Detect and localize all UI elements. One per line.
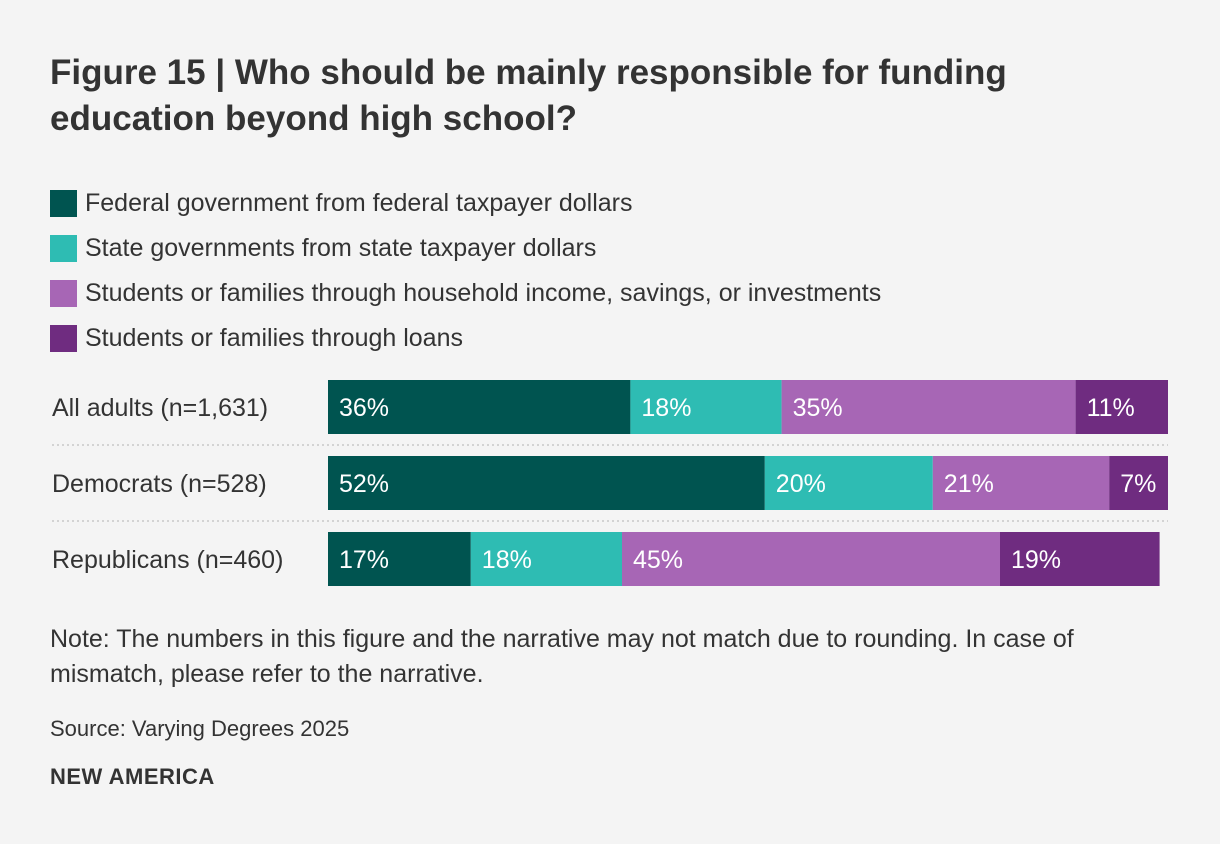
legend: Federal government from federal taxpayer… — [50, 181, 881, 361]
data-label-all-adults-0: 36% — [339, 394, 389, 422]
note-text: Note: The numbers in this figure and the… — [50, 625, 1074, 688]
legend-swatch-state — [50, 235, 77, 262]
data-label-democrats-2: 21% — [944, 470, 994, 498]
bar-segment-democrats-0 — [328, 456, 765, 510]
bar-segment-all-adults-2 — [781, 380, 1076, 434]
data-label-all-adults-3: 11% — [1087, 394, 1135, 422]
bar-segment-democrats-1 — [764, 456, 933, 510]
bar-segment-democrats-3 — [1109, 456, 1168, 510]
legend-label-federal: Federal government from federal taxpayer… — [85, 189, 633, 217]
category-label-democrats: Democrats (n=528) — [52, 470, 267, 498]
bar-segment-republicans-2 — [622, 532, 1000, 586]
data-label-democrats-3: 7% — [1120, 470, 1156, 498]
bar-segment-democrats-2 — [932, 456, 1110, 510]
legend-swatch-loans — [50, 325, 77, 352]
category-label-republicans: Republicans (n=460) — [52, 546, 283, 574]
data-label-all-adults-1: 18% — [641, 394, 691, 422]
stacked-bar-chart: All adults (n=1,631) 36% 18% 35% 11% Democrat… — [52, 380, 1168, 586]
source-text: Source: Varying Degrees 2025 — [50, 716, 350, 741]
bar-segment-republicans-3 — [1000, 532, 1160, 586]
category-label-all-adults: All adults (n=1,631) — [52, 394, 268, 422]
bar-segment-republicans-0 — [328, 532, 471, 586]
data-label-democrats-0: 52% — [339, 470, 389, 498]
data-label-republicans-2: 45% — [633, 546, 683, 574]
brand-logo-text: NEW AMERICA — [50, 764, 215, 789]
data-label-republicans-0: 17% — [339, 546, 389, 574]
legend-item-federal: Federal government from federal taxpayer… — [50, 181, 881, 226]
legend-label-state: State governments from state taxpayer do… — [85, 234, 597, 262]
chart-title: Figure 15 | Who should be mainly respons… — [50, 53, 1007, 138]
data-label-all-adults-2: 35% — [793, 394, 843, 422]
data-label-republicans-3: 19% — [1011, 546, 1061, 574]
legend-item-state: State governments from state taxpayer do… — [50, 226, 881, 271]
legend-label-household: Students or families through household i… — [85, 279, 882, 307]
data-label-democrats-1: 20% — [776, 470, 826, 498]
legend-swatch-household — [50, 280, 77, 307]
legend-item-loans: Students or families through loans — [50, 316, 881, 361]
legend-swatch-federal — [50, 190, 77, 217]
data-label-republicans-1: 18% — [482, 546, 532, 574]
bar-segment-all-adults-3 — [1075, 380, 1168, 434]
legend-label-loans: Students or families through loans — [85, 324, 463, 352]
legend-item-household: Students or families through household i… — [50, 271, 881, 316]
bar-segment-republicans-1 — [470, 532, 622, 586]
bar-segment-all-adults-0 — [328, 380, 631, 434]
bar-segment-all-adults-1 — [630, 380, 782, 434]
